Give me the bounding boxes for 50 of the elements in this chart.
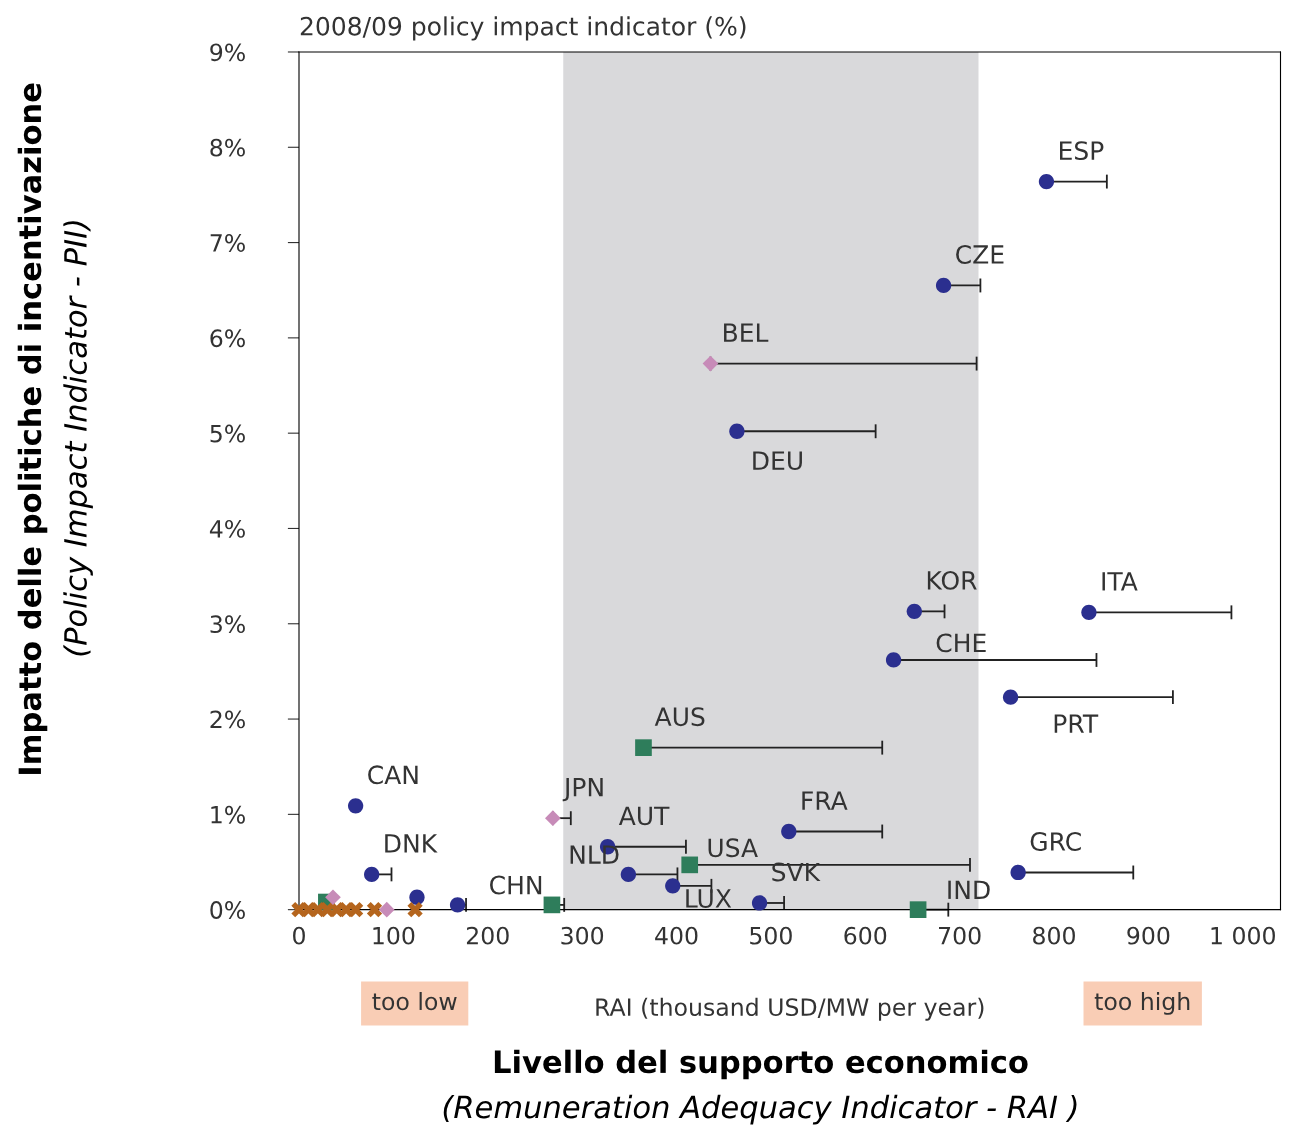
- x-tick-label: 400: [655, 926, 698, 945]
- y-tick-label: 7%: [210, 234, 245, 252]
- x-tick-label: 800: [1033, 926, 1075, 945]
- x-tick-label: 700: [939, 926, 981, 945]
- y-axis-title: (Policy Impact Indicator - PII): [63, 221, 93, 656]
- y-tick-label: 9%: [210, 43, 245, 62]
- annotation: CHN: [490, 875, 542, 895]
- x-axis-title: RAI (thousand USD/MW per year): [596, 997, 984, 1021]
- text: Livello del supporto economico: [494, 1049, 1028, 1080]
- annotation: NLD: [570, 845, 619, 864]
- annotation: FRA: [802, 791, 848, 810]
- y-tick-label: 8%: [210, 138, 245, 157]
- annotation: KOR: [927, 570, 977, 590]
- y-tick-label: 1%: [211, 805, 245, 824]
- y-tick-label: 4%: [209, 519, 245, 538]
- annotation: LUX: [686, 889, 732, 908]
- annotation: DNK: [385, 834, 438, 853]
- annotation: CAN: [368, 765, 418, 785]
- annotation: GRC: [1030, 832, 1081, 851]
- annotation: ESP: [1060, 141, 1104, 161]
- text: too low: [372, 992, 457, 1011]
- text: too high: [1094, 992, 1190, 1015]
- y-tick-label: 3%: [210, 615, 245, 634]
- text: (Remuneration Adequacy Indicator - RAI ): [443, 1094, 1077, 1125]
- annotation: BEL: [724, 323, 769, 342]
- x-tick-label: 300: [561, 926, 604, 945]
- text: Impatto delle politiche di incentivazione: [17, 83, 48, 774]
- x-tick-label: 100: [373, 926, 415, 945]
- annotation: DEU: [753, 451, 802, 471]
- y-tick-label: 6%: [210, 329, 245, 348]
- x-tick-label: 1 000: [1211, 926, 1275, 945]
- chart-title: 2008/09 policy impact indicator (%): [300, 16, 746, 41]
- annotation: PRT: [1054, 714, 1099, 733]
- annotation: AUT: [618, 806, 670, 826]
- annotation: CZE: [956, 245, 1004, 264]
- x-tick-label: 500: [750, 926, 792, 945]
- y-tick-label: 2%: [210, 710, 245, 729]
- x-tick-label: 900: [1127, 926, 1170, 945]
- annotation: USA: [708, 838, 758, 858]
- annotation: JPN: [562, 778, 603, 802]
- annotation: ITA: [1102, 572, 1138, 591]
- y-tick-label: 5%: [210, 424, 245, 443]
- x-tick-label: 600: [844, 926, 887, 945]
- y-tick-label: 0%: [210, 901, 245, 919]
- annotation: IND: [948, 880, 990, 899]
- annotation: AUS: [654, 707, 705, 727]
- annotation: CHE: [936, 633, 986, 653]
- x-tick-label: 200: [466, 926, 509, 945]
- x-tick-label: 0: [293, 926, 305, 945]
- annotation: SVK: [772, 862, 821, 882]
